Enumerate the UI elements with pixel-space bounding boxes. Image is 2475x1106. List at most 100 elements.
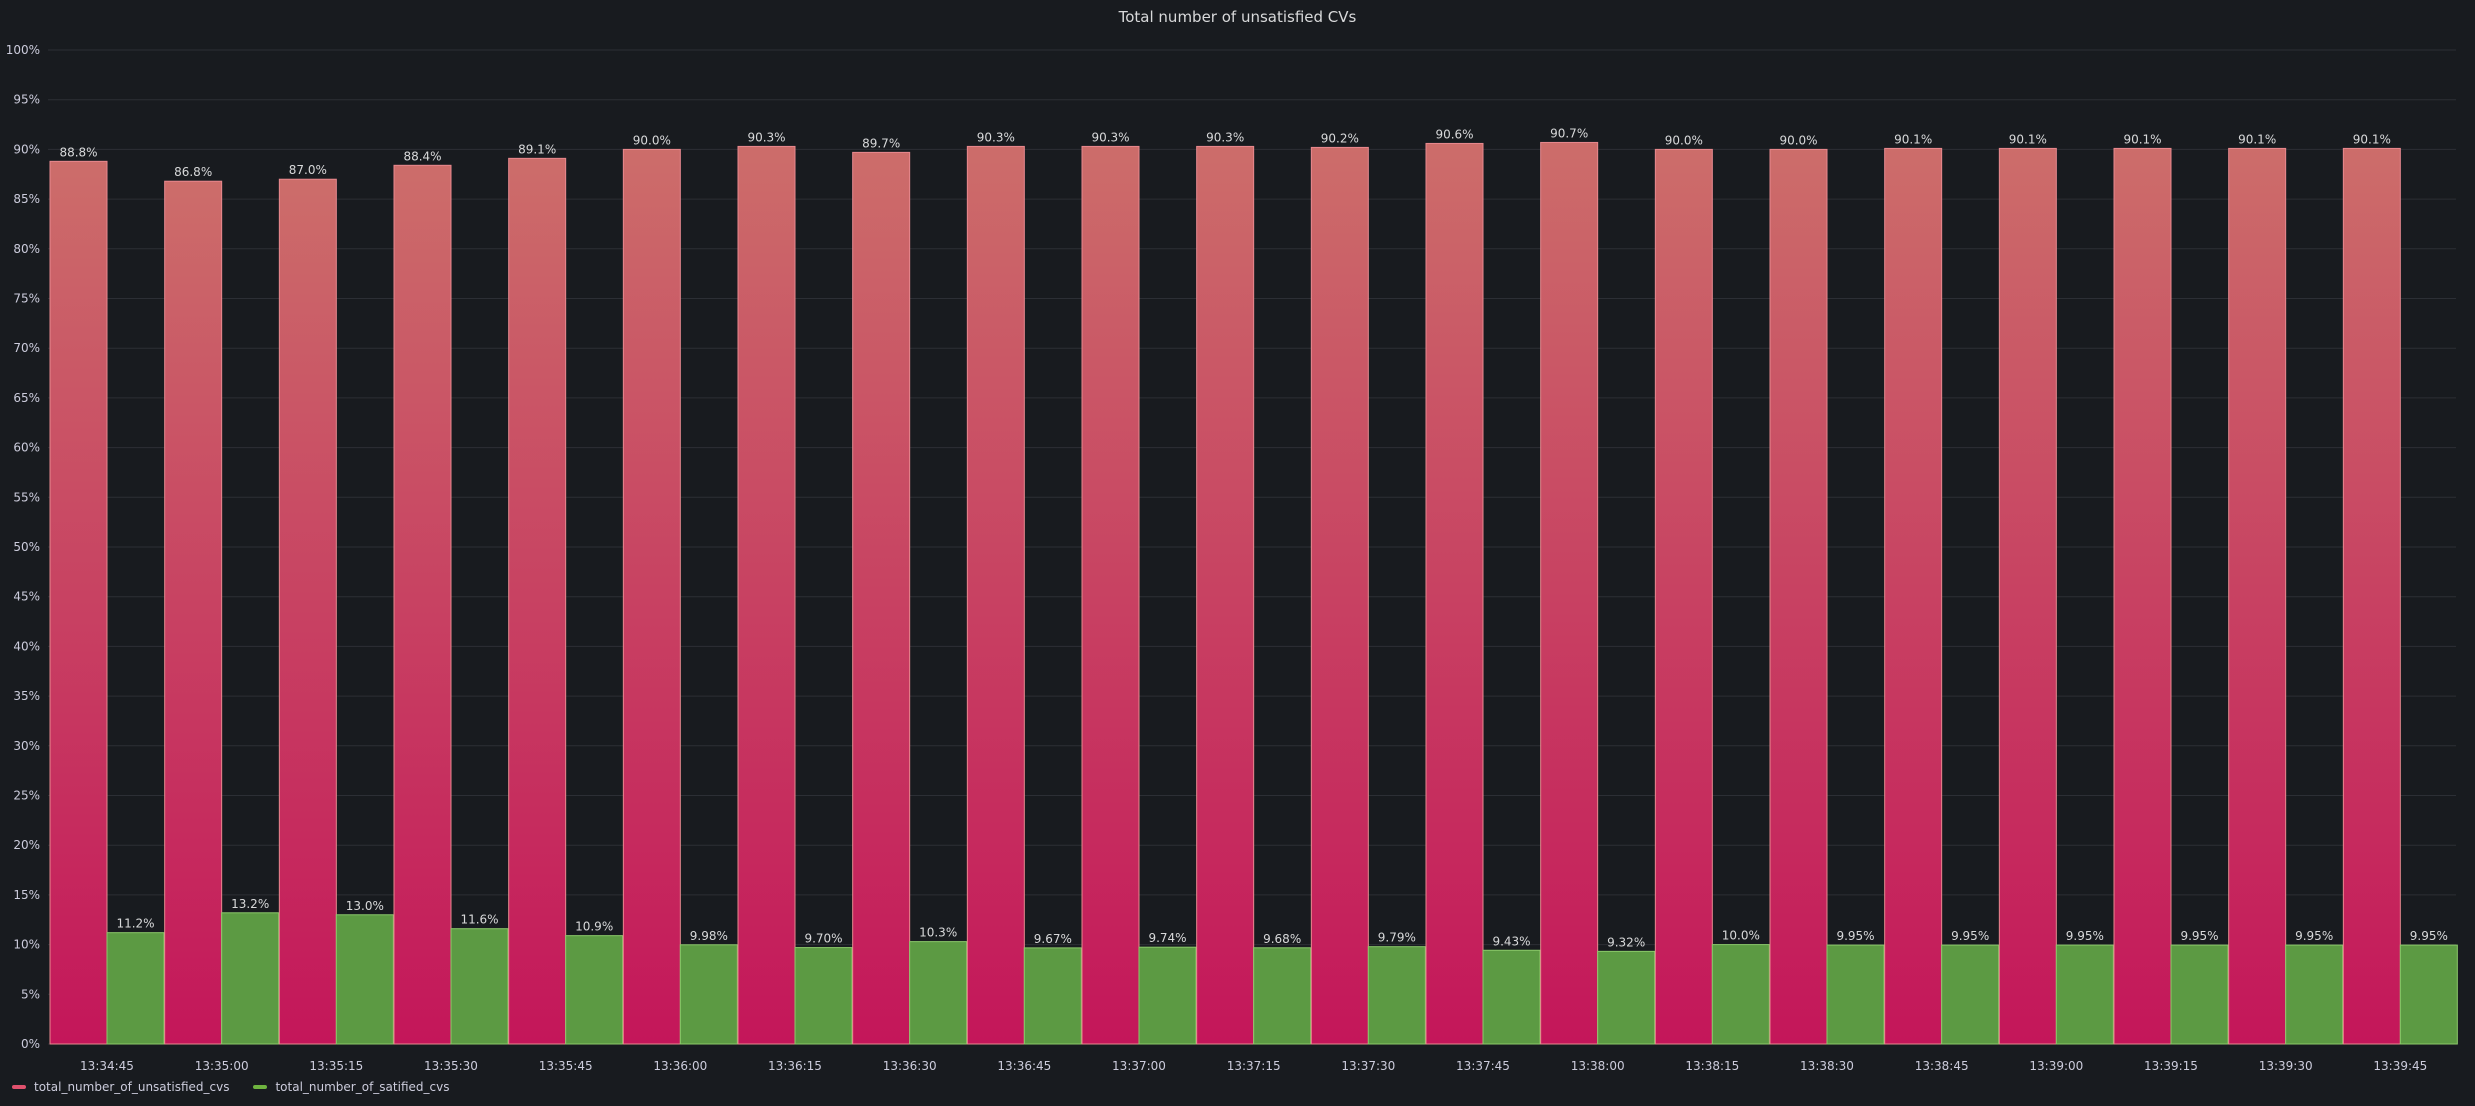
bar-satisfied[interactable] <box>1711 944 1770 1045</box>
data-label: 9.32% <box>1607 935 1645 949</box>
data-label: 90.1% <box>2009 132 2047 146</box>
data-label: 9.95% <box>1951 929 1989 943</box>
bar-satisfied[interactable] <box>335 914 394 1045</box>
bar-satisfied[interactable] <box>1367 946 1426 1045</box>
bar-satisfied[interactable] <box>1941 944 2000 1045</box>
data-label: 10.3% <box>919 926 957 940</box>
bar-unsatisfied[interactable] <box>49 160 108 1045</box>
x-tick-label: 13:36:15 <box>768 1059 822 1073</box>
bar-unsatisfied[interactable] <box>1310 146 1369 1045</box>
bar-unsatisfied[interactable] <box>1081 145 1140 1045</box>
chart-title: Total number of unsatisfied CVs <box>1118 8 1357 26</box>
bar-satisfied[interactable] <box>1597 950 1656 1045</box>
y-tick-label: 25% <box>13 789 40 803</box>
x-tick-label: 13:36:45 <box>997 1059 1051 1073</box>
bar-unsatisfied[interactable] <box>622 148 681 1045</box>
data-label: 90.2% <box>1321 131 1359 145</box>
bar-satisfied[interactable] <box>1023 947 1082 1045</box>
data-label: 10.0% <box>1722 929 1760 943</box>
y-tick-label: 65% <box>13 391 40 405</box>
x-tick-label: 13:37:15 <box>1227 1059 1281 1073</box>
data-label: 90.1% <box>2353 132 2391 146</box>
bar-unsatisfied[interactable] <box>966 145 1025 1045</box>
y-tick-label: 35% <box>13 689 40 703</box>
data-label: 9.95% <box>2066 929 2104 943</box>
bar-unsatisfied[interactable] <box>2228 147 2287 1045</box>
bar-unsatisfied[interactable] <box>1540 141 1599 1045</box>
bar-unsatisfied[interactable] <box>1998 147 2057 1045</box>
bar-unsatisfied[interactable] <box>1769 148 1828 1045</box>
y-tick-label: 50% <box>13 540 40 554</box>
x-tick-label: 13:39:15 <box>2144 1059 2198 1073</box>
bar-unsatisfied[interactable] <box>1654 148 1713 1045</box>
y-tick-label: 30% <box>13 739 40 753</box>
x-tick-label: 13:37:00 <box>1112 1059 1166 1073</box>
x-tick-label: 13:36:30 <box>883 1059 937 1073</box>
bar-satisfied[interactable] <box>565 935 624 1045</box>
bar-unsatisfied[interactable] <box>393 164 452 1045</box>
y-tick-label: 60% <box>13 441 40 455</box>
x-tick-label: 13:38:30 <box>1800 1059 1854 1073</box>
bar-unsatisfied[interactable] <box>164 180 223 1045</box>
y-tick-label: 80% <box>13 242 40 256</box>
bar-satisfied[interactable] <box>1253 947 1312 1045</box>
x-tick-label: 13:38:15 <box>1685 1059 1739 1073</box>
bar-unsatisfied[interactable] <box>2113 147 2172 1045</box>
bar-satisfied[interactable] <box>106 932 165 1045</box>
bar-unsatisfied[interactable] <box>737 145 796 1045</box>
legend-swatch-satisfied <box>253 1085 268 1089</box>
legend-swatch-unsatisfied <box>12 1085 26 1089</box>
y-tick-label: 75% <box>13 292 40 306</box>
data-label: 13.2% <box>231 897 269 911</box>
y-tick-label: 70% <box>13 341 40 355</box>
x-tick-label: 13:36:00 <box>653 1059 707 1073</box>
bar-unsatisfied[interactable] <box>852 151 911 1045</box>
data-label: 9.68% <box>1263 932 1301 946</box>
x-tick-label: 13:35:45 <box>539 1059 593 1073</box>
x-tick-label: 13:38:00 <box>1571 1059 1625 1073</box>
y-tick-label: 90% <box>13 142 40 156</box>
bar-satisfied[interactable] <box>909 941 968 1045</box>
bar-satisfied[interactable] <box>2399 944 2458 1045</box>
bar-unsatisfied[interactable] <box>1425 142 1484 1045</box>
bar-satisfied[interactable] <box>2170 944 2229 1045</box>
data-label: 90.3% <box>1206 130 1244 144</box>
data-label: 87.0% <box>289 163 327 177</box>
x-tick-label: 13:39:45 <box>2373 1059 2427 1073</box>
x-tick-label: 13:35:15 <box>309 1059 363 1073</box>
data-label: 9.95% <box>2180 929 2218 943</box>
data-label: 11.2% <box>116 917 154 931</box>
x-tick-label: 13:34:45 <box>80 1059 134 1073</box>
legend-item-unsatisfied[interactable]: total_number_of_unsatisfied_cvs <box>12 1080 229 1094</box>
y-tick-label: 20% <box>13 838 40 852</box>
bar-satisfied[interactable] <box>450 928 509 1045</box>
data-label: 9.95% <box>1836 929 1874 943</box>
bar-satisfied[interactable] <box>1826 944 1885 1045</box>
bar-unsatisfied[interactable] <box>1196 145 1255 1045</box>
bar-unsatisfied[interactable] <box>508 157 567 1045</box>
bar-satisfied[interactable] <box>2055 944 2114 1045</box>
bar-satisfied[interactable] <box>2285 944 2344 1045</box>
x-tick-label: 13:39:00 <box>2029 1059 2083 1073</box>
legend-label-unsatisfied: total_number_of_unsatisfied_cvs <box>34 1080 230 1094</box>
data-label: 90.7% <box>1550 126 1588 140</box>
bar-satisfied[interactable] <box>1482 949 1541 1045</box>
x-tick-label: 13:39:30 <box>2259 1059 2313 1073</box>
data-label: 9.74% <box>1148 931 1186 945</box>
x-tick-label: 13:37:30 <box>1341 1059 1395 1073</box>
bar-unsatisfied[interactable] <box>278 178 337 1045</box>
bar-satisfied[interactable] <box>679 944 738 1045</box>
x-tick-label: 13:35:30 <box>424 1059 478 1073</box>
bar-satisfied[interactable] <box>1138 946 1197 1045</box>
data-label: 13.0% <box>346 899 384 913</box>
bar-satisfied[interactable] <box>794 947 853 1045</box>
data-label: 9.43% <box>1492 934 1530 948</box>
legend-item-satisfied[interactable]: total_number_of_satified_cvs <box>253 1080 449 1094</box>
bar-satisfied[interactable] <box>221 912 280 1045</box>
bar-unsatisfied[interactable] <box>1884 147 1943 1045</box>
data-label: 89.7% <box>862 136 900 150</box>
data-label: 90.1% <box>2238 132 2276 146</box>
bar-unsatisfied[interactable] <box>2342 147 2401 1045</box>
data-label: 90.3% <box>977 130 1015 144</box>
